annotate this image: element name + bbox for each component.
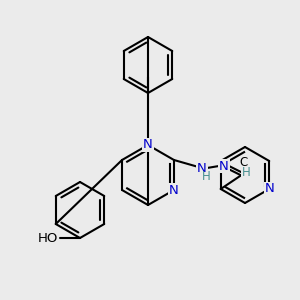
Text: N: N	[197, 161, 207, 175]
Text: H: H	[202, 170, 210, 184]
Text: C: C	[240, 155, 248, 169]
Text: N: N	[264, 182, 274, 196]
Text: H: H	[242, 166, 250, 178]
Text: N: N	[169, 184, 179, 196]
Text: HO: HO	[38, 232, 58, 244]
Text: N: N	[219, 160, 229, 172]
Text: N: N	[143, 139, 153, 152]
